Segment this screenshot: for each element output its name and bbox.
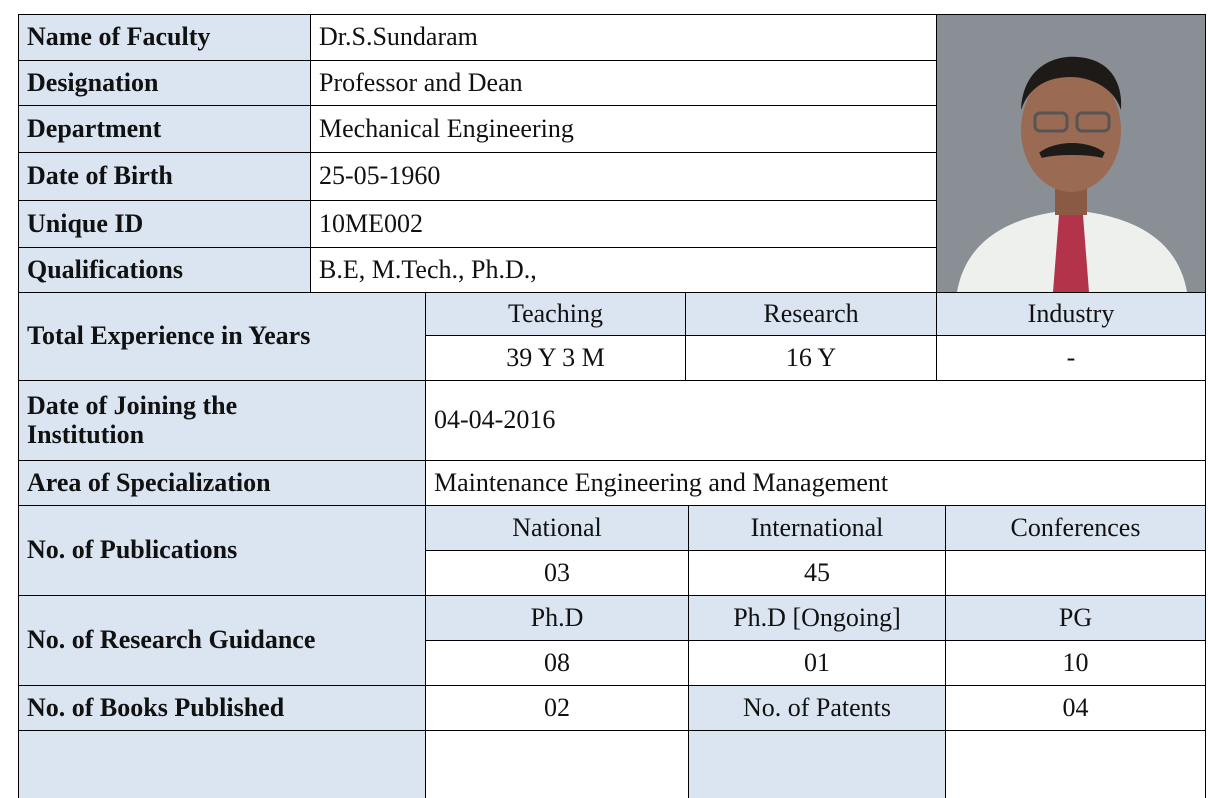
label-cell: Unique ID <box>18 200 311 248</box>
header-cell: International <box>688 505 946 551</box>
photo-cell <box>936 14 1206 293</box>
value-cell: B.E, M.Tech., Ph.D., <box>310 247 937 293</box>
label-text: Date of Joining the Institution <box>27 390 238 449</box>
header-cell: Ph.D <box>425 595 689 641</box>
label-cell: Date of Joining the Institution <box>18 380 426 461</box>
label-cell: Name of Faculty <box>18 14 311 61</box>
label-cell: Date of Birth <box>18 152 311 201</box>
header-cell: Teaching <box>425 292 686 336</box>
label-cell: No. of Research Guidance <box>18 595 426 686</box>
empty-cell <box>18 730 426 798</box>
value-cell: 10ME002 <box>310 200 937 248</box>
value-cell <box>945 550 1206 596</box>
empty-cell <box>425 730 689 798</box>
empty-cell <box>945 730 1206 798</box>
value-cell: Dr.S.Sundaram <box>310 14 937 61</box>
header-cell: No. of Patents <box>688 685 946 731</box>
value-cell: 10 <box>945 640 1206 686</box>
value-cell: 03 <box>425 550 689 596</box>
value-cell: 08 <box>425 640 689 686</box>
value-cell: 25-05-1960 <box>310 152 937 201</box>
header-cell: Research <box>685 292 937 336</box>
value-cell: 16 Y <box>685 335 937 381</box>
label-cell: Qualifications <box>18 247 311 293</box>
value-cell: - <box>936 335 1206 381</box>
label-cell: Department <box>18 105 311 153</box>
value-cell: Mechanical Engineering <box>310 105 937 153</box>
label-cell: No. of Books Published <box>18 685 426 731</box>
value-cell: 04-04-2016 <box>425 380 1206 461</box>
value-cell: 04 <box>945 685 1206 731</box>
header-cell: National <box>425 505 689 551</box>
label-cell: Area of Specialization <box>18 460 426 506</box>
label-cell: Designation <box>18 60 311 106</box>
value-cell: 02 <box>425 685 689 731</box>
label-cell: No. of Publications <box>18 505 426 596</box>
faculty-photo <box>937 15 1205 292</box>
label-cell: Total Experience in Years <box>18 292 426 381</box>
header-cell: Conferences <box>945 505 1206 551</box>
header-cell: Industry <box>936 292 1206 336</box>
value-cell: Professor and Dean <box>310 60 937 106</box>
header-cell: PG <box>945 595 1206 641</box>
value-cell: Maintenance Engineering and Management <box>425 460 1206 506</box>
value-cell: 39 Y 3 M <box>425 335 686 381</box>
value-cell: 01 <box>688 640 946 686</box>
empty-cell <box>688 730 946 798</box>
header-cell: Ph.D [Ongoing] <box>688 595 946 641</box>
value-cell: 45 <box>688 550 946 596</box>
